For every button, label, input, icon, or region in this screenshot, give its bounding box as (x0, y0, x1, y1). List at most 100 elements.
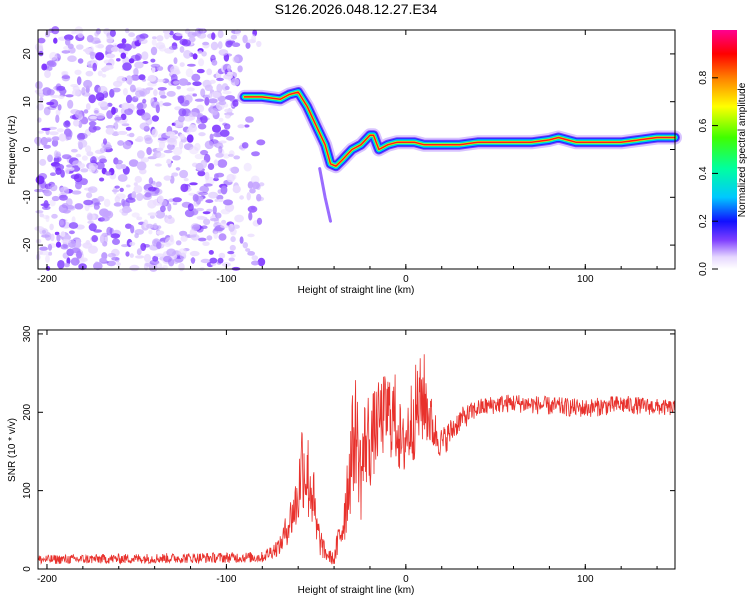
noise-blob (198, 58, 205, 67)
noise-blob (198, 191, 209, 196)
figure-title: S126.2026.048.12.27.E34 (275, 1, 438, 17)
noise-blob (105, 127, 115, 135)
noise-blob (89, 156, 97, 165)
noise-blob (88, 165, 96, 173)
noise-blob (37, 37, 46, 44)
noise-blob (133, 37, 138, 42)
noise-blob (85, 145, 92, 153)
noise-blob (156, 230, 165, 235)
noise-blob (87, 220, 94, 224)
noise-blob (223, 153, 230, 159)
noise-blob (129, 264, 140, 272)
noise-blob (94, 40, 102, 44)
noise-blob (218, 146, 223, 154)
noise-blob (218, 100, 227, 106)
noise-blob (151, 128, 158, 138)
noise-blob (149, 215, 155, 219)
noise-blob (247, 205, 258, 213)
noise-blob (222, 90, 232, 95)
noise-blob (51, 139, 59, 147)
noise-blob (57, 104, 62, 111)
noise-blob (114, 159, 123, 165)
noise-blob (92, 126, 101, 131)
colorbar-tick-label: 0.4 (698, 166, 709, 180)
noise-blob (126, 133, 135, 137)
noise-blob (68, 230, 75, 235)
noise-blob (88, 223, 97, 232)
noise-blob (51, 136, 60, 141)
noise-blob (179, 46, 185, 53)
snr-frame (37, 329, 676, 570)
colorbar-tick-label: 0.6 (698, 118, 709, 132)
colorbar-tick-label: 0.8 (698, 70, 709, 84)
noise-blob (99, 257, 107, 263)
noise-blob (139, 33, 149, 39)
noise-blob (130, 74, 140, 81)
colorbar-gradient (712, 30, 737, 269)
colorbar: 0.0 0.2 0.4 0.6 0.8 Normalized spectral ampl… (698, 30, 748, 276)
noise-blob (230, 253, 236, 258)
noise-blob (132, 68, 139, 76)
noise-blob (151, 115, 159, 122)
noise-blob (71, 30, 76, 35)
noise-blob (128, 58, 135, 64)
noise-blob (167, 203, 172, 212)
noise-blob (139, 122, 150, 130)
noise-blob (241, 142, 249, 149)
noise-blob (107, 253, 116, 258)
noise-blob (71, 216, 76, 224)
noise-blob (43, 106, 51, 116)
noise-blob (245, 248, 251, 252)
noise-blob (204, 171, 210, 181)
noise-blob (143, 253, 152, 263)
noise-blob (45, 254, 50, 263)
noise-blob (72, 85, 80, 91)
noise-blob (71, 247, 81, 253)
noise-blob (166, 248, 177, 257)
noise-blob (208, 93, 213, 99)
noise-blob (179, 133, 185, 140)
noise-blob (81, 87, 86, 96)
noise-blob (121, 198, 126, 206)
noise-blob (206, 235, 213, 241)
noise-blob (49, 184, 58, 192)
noise-blob (196, 215, 206, 220)
noise-blob (97, 100, 108, 107)
noise-blob (131, 40, 137, 49)
noise-blob (41, 234, 50, 238)
noise-blob (212, 205, 217, 215)
noise-blob (95, 92, 105, 101)
noise-blob (200, 258, 211, 264)
noise-blob (144, 192, 152, 198)
noise-blob (39, 246, 48, 251)
noise-blob (186, 128, 191, 135)
noise-blob (150, 46, 158, 56)
noise-blob (232, 185, 241, 194)
noise-blob (218, 233, 227, 241)
noise-blob (142, 98, 147, 104)
noise-blob (166, 143, 175, 150)
noise-blob (73, 119, 80, 127)
noise-blob (245, 42, 251, 49)
ridge-branch (318, 167, 332, 223)
noise-blob (158, 90, 166, 97)
noise-blob (64, 263, 70, 268)
noise-blob (120, 52, 127, 59)
spectrogram-x-ticks: -200 -100 0 100 (37, 30, 658, 285)
noise-blob (178, 248, 187, 256)
noise-blob (103, 234, 108, 244)
noise-blob (55, 114, 60, 124)
noise-blob (136, 216, 143, 221)
noise-blob (97, 70, 103, 77)
noise-blob (201, 225, 208, 229)
noise-blob (217, 29, 224, 39)
noise-blob (167, 214, 172, 220)
noise-blob (158, 141, 166, 149)
colorbar-tick-label: 0.0 (698, 262, 709, 276)
noise-blob (106, 226, 113, 236)
noise-blob (185, 68, 194, 78)
noise-blob (44, 70, 51, 79)
noise-blob (190, 234, 200, 241)
noise-blob (173, 80, 179, 85)
noise-blob (61, 238, 72, 244)
